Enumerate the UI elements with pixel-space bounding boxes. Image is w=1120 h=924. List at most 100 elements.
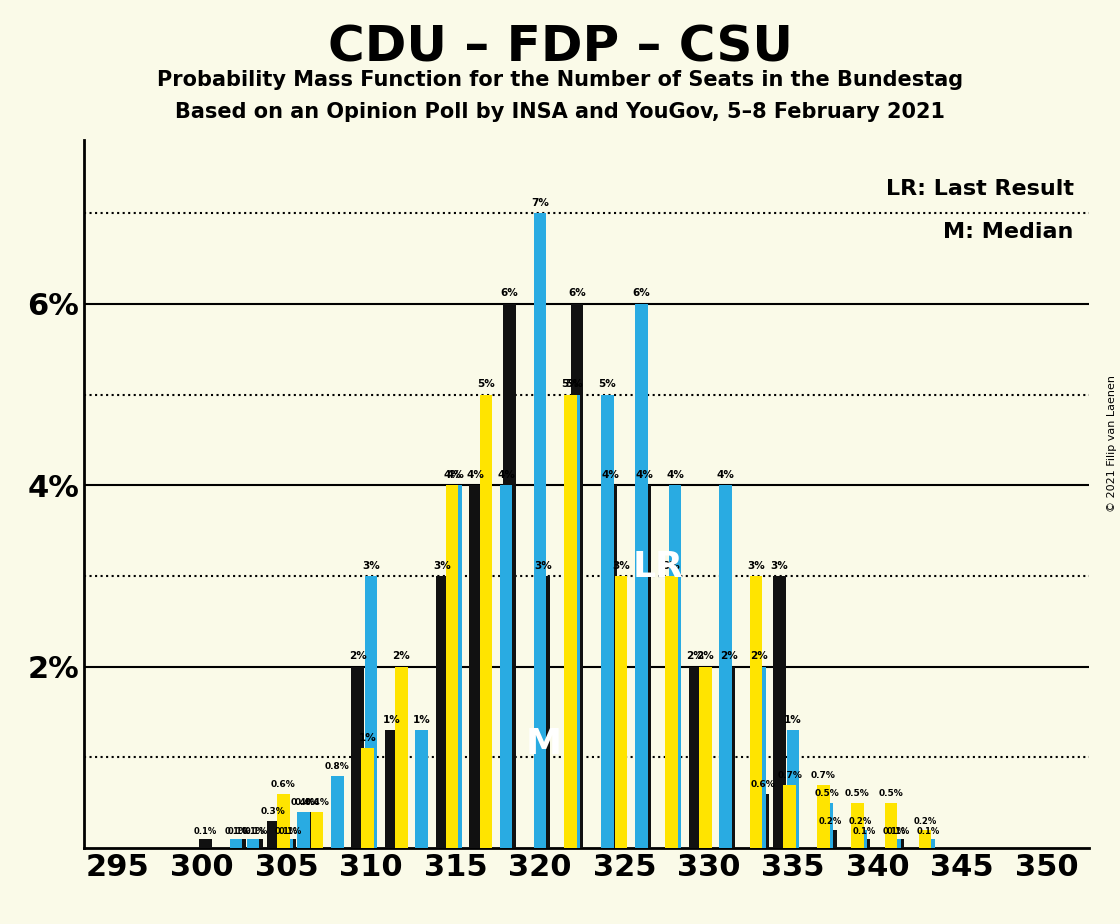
Text: 0.7%: 0.7% xyxy=(777,772,802,780)
Text: 0.1%: 0.1% xyxy=(227,827,251,835)
Text: 3%: 3% xyxy=(612,561,629,570)
Text: 0.2%: 0.2% xyxy=(913,818,936,826)
Bar xyxy=(330,775,344,848)
Text: 3%: 3% xyxy=(433,561,451,570)
Bar xyxy=(283,839,297,848)
Text: 0.2%: 0.2% xyxy=(819,818,842,826)
Text: 4%: 4% xyxy=(666,469,684,480)
Bar xyxy=(564,395,577,848)
Bar xyxy=(503,304,516,848)
Text: 0.1%: 0.1% xyxy=(916,827,940,835)
Text: 5%: 5% xyxy=(598,379,616,389)
Bar xyxy=(277,794,290,848)
Text: 6%: 6% xyxy=(568,288,586,298)
Bar xyxy=(885,803,897,848)
Text: Based on an Opinion Poll by INSA and YouGov, 5–8 February 2021: Based on an Opinion Poll by INSA and You… xyxy=(175,102,945,122)
Bar xyxy=(250,839,262,848)
Text: 0.8%: 0.8% xyxy=(325,762,349,772)
Text: 0.1%: 0.1% xyxy=(883,827,906,835)
Bar xyxy=(922,839,934,848)
Bar xyxy=(784,784,796,848)
Bar xyxy=(267,821,280,848)
Bar xyxy=(385,730,398,848)
Text: 4%: 4% xyxy=(467,469,485,480)
Text: 1%: 1% xyxy=(358,733,376,743)
Text: 2%: 2% xyxy=(697,651,715,662)
Text: 0.5%: 0.5% xyxy=(814,789,839,798)
Bar xyxy=(533,213,547,848)
Text: 2%: 2% xyxy=(348,651,366,662)
Text: 0.6%: 0.6% xyxy=(750,780,775,789)
Text: 2%: 2% xyxy=(720,651,738,662)
Text: 3%: 3% xyxy=(747,561,765,570)
Bar xyxy=(753,667,766,848)
Text: 4%: 4% xyxy=(601,469,619,480)
Bar xyxy=(756,794,769,848)
Bar xyxy=(689,667,701,848)
Bar xyxy=(821,803,833,848)
Text: 4%: 4% xyxy=(717,469,735,480)
Bar xyxy=(858,839,870,848)
Bar xyxy=(851,803,864,848)
Bar xyxy=(365,576,377,848)
Bar xyxy=(310,812,324,848)
Text: 6%: 6% xyxy=(633,288,650,298)
Text: 4%: 4% xyxy=(497,469,515,480)
Bar xyxy=(500,485,513,848)
Text: 0.4%: 0.4% xyxy=(295,798,319,808)
Text: 5%: 5% xyxy=(477,379,495,389)
Text: 3%: 3% xyxy=(534,561,552,570)
Bar xyxy=(300,812,314,848)
Bar xyxy=(669,485,681,848)
Text: LR: LR xyxy=(633,550,683,584)
Bar xyxy=(605,485,617,848)
Text: 0.1%: 0.1% xyxy=(886,827,909,835)
Text: 1%: 1% xyxy=(784,715,802,724)
Bar xyxy=(773,576,786,848)
Text: 6%: 6% xyxy=(501,288,519,298)
Bar xyxy=(635,304,647,848)
Bar xyxy=(918,830,931,848)
Bar xyxy=(352,667,364,848)
Text: 2%: 2% xyxy=(392,651,410,662)
Text: 0.1%: 0.1% xyxy=(224,827,248,835)
Bar xyxy=(479,395,492,848)
Bar xyxy=(230,839,242,848)
Bar xyxy=(888,839,900,848)
Text: Probability Mass Function for the Number of Seats in the Bundestag: Probability Mass Function for the Number… xyxy=(157,70,963,91)
Bar xyxy=(892,839,904,848)
Text: 2%: 2% xyxy=(750,651,768,662)
Text: 0.3%: 0.3% xyxy=(261,808,286,817)
Bar xyxy=(246,839,259,848)
Text: 0.5%: 0.5% xyxy=(879,789,904,798)
Bar xyxy=(615,576,627,848)
Bar xyxy=(568,395,580,848)
Text: LR: Last Result: LR: Last Result xyxy=(886,179,1074,200)
Text: 3%: 3% xyxy=(362,561,380,570)
Bar xyxy=(416,730,428,848)
Text: 0.5%: 0.5% xyxy=(844,789,870,798)
Bar xyxy=(362,748,374,848)
Bar xyxy=(446,485,458,848)
Text: 5%: 5% xyxy=(564,379,582,389)
Bar xyxy=(449,485,461,848)
Text: 2%: 2% xyxy=(687,651,704,662)
Bar xyxy=(469,485,482,848)
Text: 4%: 4% xyxy=(447,469,465,480)
Bar xyxy=(722,667,736,848)
Bar xyxy=(749,576,763,848)
Bar xyxy=(699,667,711,848)
Text: 0.4%: 0.4% xyxy=(305,798,329,808)
Bar xyxy=(571,304,584,848)
Text: 0.1%: 0.1% xyxy=(852,827,876,835)
Bar xyxy=(818,784,830,848)
Text: 4%: 4% xyxy=(636,469,653,480)
Bar xyxy=(855,830,867,848)
Text: 0.7%: 0.7% xyxy=(811,772,836,780)
Text: 0.1%: 0.1% xyxy=(244,827,268,835)
Text: 0.6%: 0.6% xyxy=(271,780,296,789)
Bar xyxy=(199,839,212,848)
Bar xyxy=(719,485,732,848)
Bar xyxy=(395,667,408,848)
Bar xyxy=(787,730,800,848)
